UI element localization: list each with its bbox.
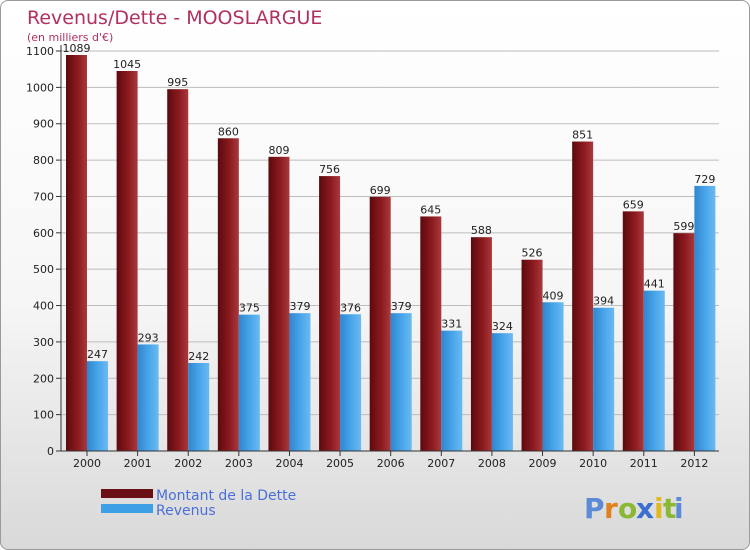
y-tick-label: 200 xyxy=(33,372,54,385)
legend-label-revenus: Revenus xyxy=(156,503,216,519)
data-label-debt-2001: 1045 xyxy=(113,58,141,71)
y-tick-label: 1000 xyxy=(26,81,54,94)
data-label-debt-2009: 526 xyxy=(522,247,543,260)
data-label-revenus-2004: 379 xyxy=(289,300,310,313)
bar-revenus-2000 xyxy=(87,361,108,451)
y-tick-label: 100 xyxy=(33,409,54,422)
data-label-debt-2002: 995 xyxy=(167,76,188,89)
bar-debt-2005 xyxy=(319,176,341,451)
bar-debt-2008 xyxy=(470,237,492,451)
logo-letter: i xyxy=(654,492,664,525)
bar-revenus-2003 xyxy=(238,314,260,451)
x-tick-label: 2000 xyxy=(73,457,101,470)
data-label-revenus-2010: 394 xyxy=(593,295,614,308)
y-axis-ticks: 0 100 200 300 400 500 600 700 800 900 1000 1100 xyxy=(26,45,61,458)
logo-letter: o xyxy=(618,492,637,525)
x-axis-ticks: 2000 2001 2002 2003 2004 2005 2006 2007 2008 2009… xyxy=(73,451,708,470)
data-label-debt-2003: 860 xyxy=(218,125,239,138)
x-tick-label: 2001 xyxy=(124,457,152,470)
x-tick-label: 2012 xyxy=(680,457,708,470)
x-tick-label: 2008 xyxy=(478,457,506,470)
logo-letter: P xyxy=(584,492,605,525)
data-label-debt-2010: 851 xyxy=(572,129,593,142)
x-tick-label: 2004 xyxy=(275,457,303,470)
y-tick-label: 1100 xyxy=(26,45,54,58)
y-tick-label: 0 xyxy=(47,445,54,458)
chart-title: Revenus/Dette - MOOSLARGUE xyxy=(27,7,322,29)
legend-swatch-debt xyxy=(101,489,153,498)
data-label-revenus-2012: 729 xyxy=(694,173,715,186)
bar-debt-2003 xyxy=(217,138,239,452)
y-tick-label: 500 xyxy=(33,263,54,276)
bar-debt-2000 xyxy=(66,55,87,451)
logo-letter: i xyxy=(674,492,684,525)
data-label-debt-2006: 699 xyxy=(370,184,391,197)
y-tick-label: 300 xyxy=(33,336,54,349)
data-label-debt-2005: 756 xyxy=(319,163,340,176)
chart-subtitle: (en milliers d'€) xyxy=(27,31,113,44)
x-tick-label: 2006 xyxy=(377,457,405,470)
bar-debt-2009 xyxy=(521,259,543,451)
x-tick-label: 2007 xyxy=(427,457,455,470)
data-label-debt-2011: 659 xyxy=(623,198,644,211)
data-label-revenus-2001: 293 xyxy=(138,331,159,344)
data-label-revenus-2005: 376 xyxy=(340,301,361,314)
x-tick-label: 2011 xyxy=(630,457,658,470)
bar-debt-2012 xyxy=(673,233,695,451)
bar-revenus-2005 xyxy=(340,314,362,451)
bar-debt-2007 xyxy=(420,216,442,451)
bar-revenus-2008 xyxy=(491,333,513,451)
bar-revenus-2009 xyxy=(542,302,564,451)
bar-debt-2004 xyxy=(268,156,290,451)
legend-label-debt: Montant de la Dette xyxy=(156,488,296,504)
y-tick-label: 900 xyxy=(33,118,54,131)
y-tick-label: 600 xyxy=(33,227,54,240)
data-label-debt-2007: 645 xyxy=(420,203,441,216)
legend: Montant de la Dette Revenus xyxy=(101,488,296,519)
bar-revenus-2004 xyxy=(289,313,311,451)
legend-swatch-revenus xyxy=(101,504,153,513)
bar-debt-2001 xyxy=(116,71,138,451)
axes xyxy=(60,45,719,452)
bar-revenus-2002 xyxy=(188,363,210,451)
data-label-revenus-2009: 409 xyxy=(543,289,564,302)
data-label-revenus-2003: 375 xyxy=(239,302,260,315)
bar-debt-2011 xyxy=(622,211,644,451)
data-label-revenus-2011: 441 xyxy=(644,278,665,291)
x-tick-label: 2009 xyxy=(529,457,557,470)
x-tick-label: 2003 xyxy=(225,457,253,470)
bar-revenus-2007 xyxy=(441,330,463,451)
data-label-revenus-2006: 379 xyxy=(391,300,412,313)
y-tick-label: 400 xyxy=(33,300,54,313)
bar-revenus-2012 xyxy=(694,185,716,451)
data-label-debt-2000: 1089 xyxy=(63,42,91,55)
bar-revenus-2011 xyxy=(643,290,665,451)
bar-revenus-2010 xyxy=(593,307,615,451)
data-label-revenus-2008: 324 xyxy=(492,320,513,333)
logo-letter: t xyxy=(663,492,676,525)
logo-letter: r xyxy=(604,492,618,525)
data-label-revenus-2000: 247 xyxy=(87,348,108,361)
y-tick-label: 700 xyxy=(33,190,54,203)
x-tick-label: 2010 xyxy=(579,457,607,470)
x-tick-label: 2002 xyxy=(174,457,202,470)
bars: 1089 247 1045 293 995 242 860 375 809 379 756 376 69… xyxy=(63,42,716,452)
bar-revenus-2001 xyxy=(137,344,159,451)
x-tick-label: 2005 xyxy=(326,457,354,470)
data-label-revenus-2002: 242 xyxy=(188,350,209,363)
data-label-debt-2004: 809 xyxy=(268,144,289,157)
data-label-debt-2008: 588 xyxy=(471,224,492,237)
bar-debt-2006 xyxy=(369,196,391,451)
logo-letter: x xyxy=(636,492,654,525)
data-label-debt-2012: 599 xyxy=(673,220,694,233)
bar-debt-2002 xyxy=(167,89,189,451)
y-tick-label: 800 xyxy=(33,154,54,167)
bar-revenus-2006 xyxy=(390,313,412,451)
bar-debt-2010 xyxy=(572,141,594,451)
data-label-revenus-2007: 331 xyxy=(441,318,462,331)
